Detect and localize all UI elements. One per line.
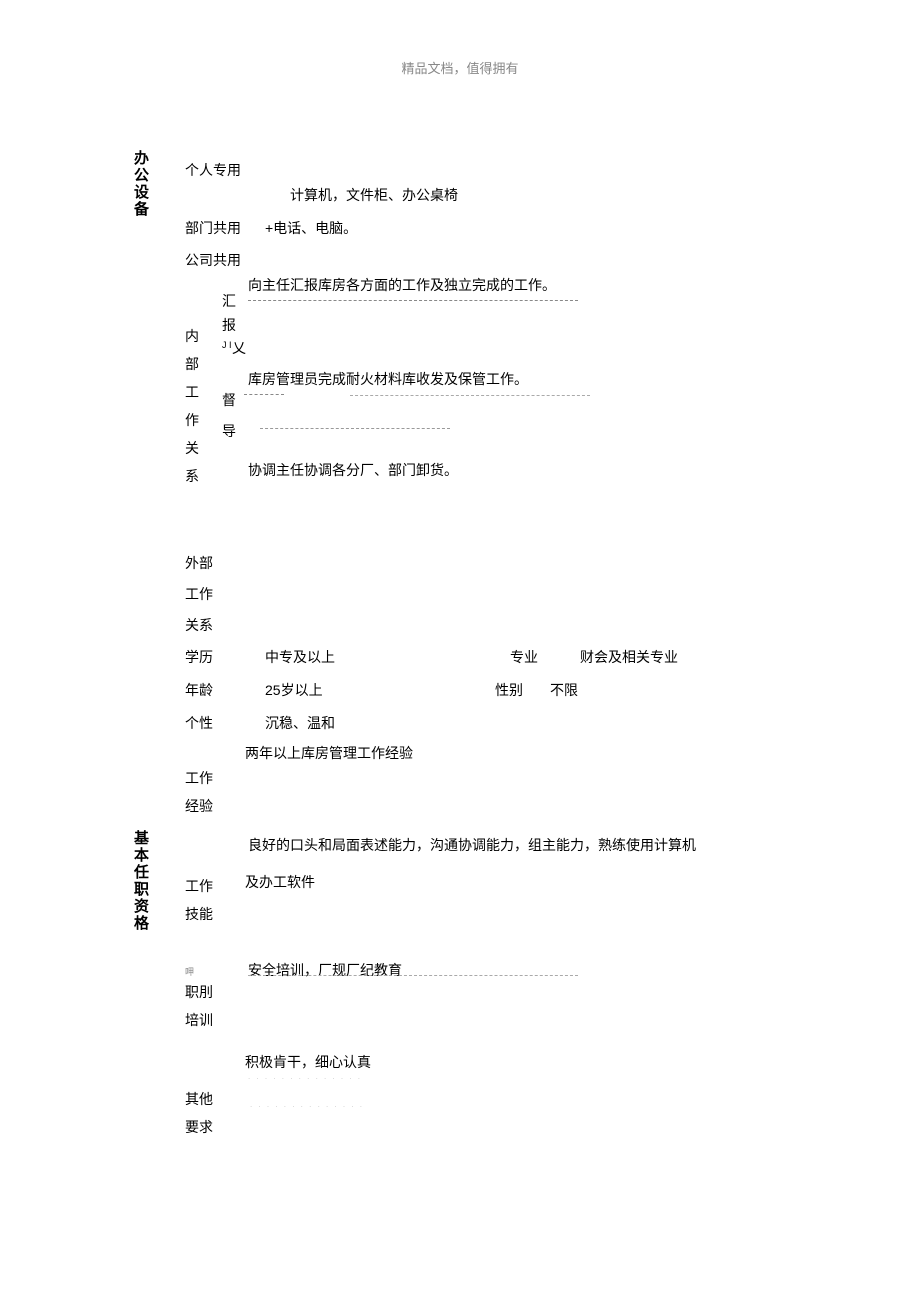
experience-label-1: 工作: [185, 764, 213, 792]
content-supervise: 库房管理员完成耐火材料库收发及保管工作。: [248, 369, 528, 389]
header-watermark: 精品文档，值得拥有: [401, 58, 518, 77]
row-personal-value: 计算机，文件柜、办公桌椅: [290, 185, 458, 205]
label-department: 部门共用: [185, 218, 245, 238]
value-education: 中专及以上: [265, 647, 510, 667]
label-company: 公司共用: [185, 250, 245, 270]
value-experience: 两年以上库房管理工作经验: [245, 745, 413, 761]
label-gender: 性别: [495, 680, 530, 700]
row-company-equipment: 公司共用: [185, 250, 245, 270]
internal-char-6: 系: [185, 462, 199, 490]
section-internal-work: 内 部 工 作 关 系: [185, 322, 199, 490]
value-department: +电话、电脑。: [265, 218, 357, 238]
label-supervise-vertical: 督 导: [222, 385, 236, 447]
value-personal: 计算机，文件柜、办公桌椅: [290, 185, 458, 205]
internal-char-4: 作: [185, 406, 199, 434]
external-line-2: 工作: [185, 579, 213, 610]
dashed-supervise-2: [350, 395, 590, 396]
section-office-equipment: 办公设备: [130, 150, 151, 218]
dashed-supervise-1: [244, 394, 284, 395]
report-char-1: 汇: [222, 290, 236, 314]
row-department-equipment: 部门共用 +电话、电脑。: [185, 218, 357, 238]
skills-label-2: 技能: [185, 900, 213, 928]
dashed-report: [248, 300, 578, 301]
value-gender: 不限: [550, 680, 578, 700]
section-qualifications: 基本任职资格: [130, 830, 151, 932]
label-personality: 个性: [185, 713, 245, 733]
content-report: 向主任汇报库房各方面的工作及独立完成的工作。: [248, 275, 556, 295]
value-other: 积极肯干，细心认真: [245, 1054, 371, 1070]
supervise-char-2: 导: [222, 416, 236, 447]
training-label-0: 职刖: [185, 978, 213, 1006]
dashed-supervise-3: [260, 428, 450, 429]
row-education: 学历 中专及以上 专业 财会及相关专业: [185, 647, 678, 667]
report-char-3: 乂: [232, 338, 246, 358]
report-char-2: 报: [222, 314, 236, 338]
row-personality: 个性 沉稳、温和: [185, 713, 335, 733]
supervise-char-1: 督: [222, 385, 236, 416]
label-personal: 个人专用: [185, 160, 245, 180]
section-external-work: 外部 工作 关系: [185, 548, 213, 640]
internal-char-5: 关: [185, 434, 199, 462]
label-skills: 工作 技能: [185, 872, 213, 928]
value-major: 财会及相关专业: [580, 647, 678, 667]
external-line-1: 外部: [185, 548, 213, 579]
label-major: 专业: [510, 647, 560, 667]
value-skills-2: 及办工软件: [245, 874, 315, 890]
other-label-2: 要求: [185, 1113, 213, 1141]
row-age: 年龄 25岁以上 性别 不限: [185, 680, 578, 700]
label-other: 其他 要求: [185, 1085, 213, 1141]
dots-other-2: . . . . . . . . . . . . . .: [250, 1100, 364, 1109]
internal-char-3: 工: [185, 378, 199, 406]
experience-label-2: 经验: [185, 792, 213, 820]
label-training: 职刖 培训: [185, 978, 213, 1034]
other-label-1: 其他: [185, 1085, 213, 1113]
label-education: 学历: [185, 647, 245, 667]
value-skills-1: 良好的口头和局面表述能力，沟通协调能力，组主能力，熟练使用计算机: [248, 837, 696, 853]
internal-char-1: 内: [185, 322, 199, 350]
dots-other-1: . . . . . . . . . . . . . .: [248, 1072, 362, 1081]
label-age: 年龄: [185, 680, 245, 700]
value-personality: 沉稳、温和: [265, 713, 335, 733]
dashed-training: [248, 975, 578, 976]
skills-label-1: 工作: [185, 872, 213, 900]
label-training-small: 呷: [185, 965, 194, 978]
external-line-3: 关系: [185, 610, 213, 641]
internal-char-2: 部: [185, 350, 199, 378]
value-age: 25岁以上: [265, 680, 495, 700]
label-experience: 工作 经验: [185, 764, 213, 820]
training-label-1: 培训: [185, 1006, 213, 1034]
content-coordinate: 协调主任协调各分厂、部门卸货。: [248, 460, 458, 480]
row-personal-equipment: 个人专用: [185, 160, 245, 180]
